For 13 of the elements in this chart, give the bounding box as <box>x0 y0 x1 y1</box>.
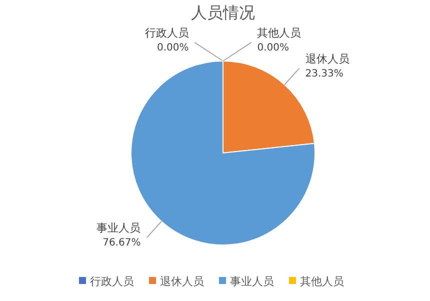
text: 0.00% <box>157 42 189 54</box>
data-label: 23.33% <box>305 68 344 80</box>
data-label: 76.67% <box>102 238 141 249</box>
slice-label: 事业人员 <box>96 222 141 235</box>
text: 0.00% <box>257 42 289 54</box>
legend-label: 其他人员 <box>300 275 344 288</box>
category-label: 其他人员 <box>257 26 302 40</box>
chart-title: 人员情况 <box>191 3 255 22</box>
category-label: 行政人员 <box>144 26 189 40</box>
legend-label: 退休人员 <box>160 275 204 288</box>
legend-label: 行政人员 <box>90 275 134 288</box>
legend-label: 事业人员 <box>230 275 274 288</box>
slice-label: 退休人员 <box>305 52 350 66</box>
